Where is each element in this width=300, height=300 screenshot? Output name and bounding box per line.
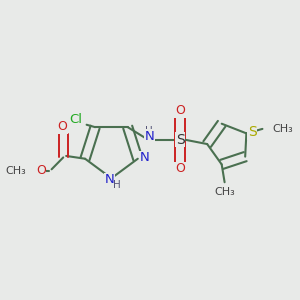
Text: H: H	[113, 180, 121, 190]
Text: N: N	[105, 173, 115, 186]
Text: N: N	[145, 130, 155, 142]
Text: S: S	[176, 133, 184, 147]
Text: CH₃: CH₃	[5, 166, 26, 176]
Text: O: O	[57, 120, 67, 133]
Text: O: O	[175, 104, 185, 117]
Text: O: O	[36, 164, 46, 177]
Text: O: O	[175, 162, 185, 175]
Text: CH₃: CH₃	[273, 124, 293, 134]
Text: S: S	[248, 125, 256, 139]
Text: H: H	[145, 126, 153, 136]
Text: N: N	[140, 151, 150, 164]
Text: Cl: Cl	[69, 113, 82, 126]
Text: CH₃: CH₃	[214, 187, 235, 197]
